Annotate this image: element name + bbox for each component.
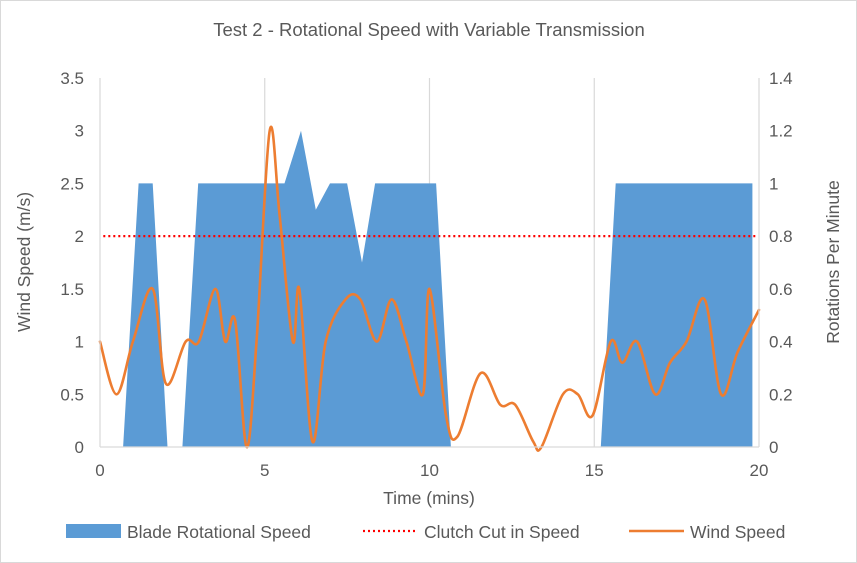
y2-tick-label: 0.4 [769,333,793,352]
legend-label-clutch-cut-in-speed: Clutch Cut in Speed [424,522,580,542]
y2-tick-label: 0.6 [769,280,793,299]
series-layer [98,125,761,452]
y2-axis-title: Rotations Per Minute [823,180,843,343]
y2-tick-label: 0 [769,438,778,457]
y2-tick-label: 1.2 [769,122,793,141]
series-blade-rotational-speed-area [123,130,753,447]
y-tick-label: 1.5 [60,280,84,299]
y-tick-label: 2.5 [60,174,84,193]
legend: Blade Rotational Speed Clutch Cut in Spe… [66,522,785,542]
x-axis-title: Time (mins) [383,488,475,508]
x-tick-label: 10 [420,461,439,480]
series-wind-speed-line [98,125,761,452]
y-tick-label: 0 [75,438,84,457]
y-tick-label: 0.5 [60,385,84,404]
y2-tick-label: 0.2 [769,385,793,404]
x-tick-label: 15 [585,461,604,480]
y-axis-title: Wind Speed (m/s) [14,192,34,332]
y2-tick-label: 1 [769,174,778,193]
legend-label-blade-rotational-speed: Blade Rotational Speed [127,522,311,542]
x-tick-label: 0 [95,461,104,480]
y2-tick-label: 1.4 [769,69,793,88]
legend-swatch-blade-rotational-speed [66,524,121,538]
legend-label-wind-speed: Wind Speed [690,522,785,542]
x-tick-label: 5 [260,461,269,480]
x-tick-label: 20 [750,461,769,480]
y-tick-label: 3 [75,122,84,141]
axis-layer: 0 5 10 15 2000.511.522.533.500.20.40.60.811.… [60,69,792,480]
y-tick-label: 2 [75,227,84,246]
y-tick-label: 3.5 [60,69,84,88]
chart-title: Test 2 - Rotational Speed with Variable … [213,19,645,40]
y2-tick-label: 0.8 [769,227,793,246]
y-tick-label: 1 [75,333,84,352]
